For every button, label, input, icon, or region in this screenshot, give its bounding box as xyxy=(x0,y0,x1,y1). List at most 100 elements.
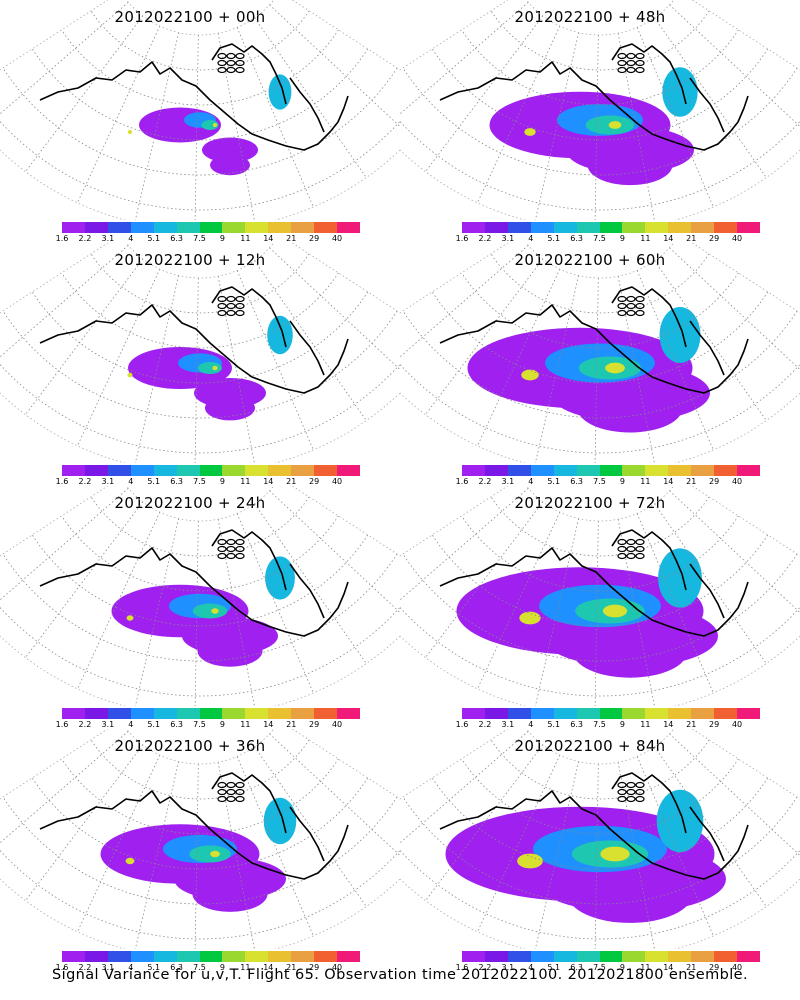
colorbar-swatch xyxy=(599,951,623,962)
colorbar-tick-label: 29 xyxy=(709,234,720,243)
colorbar-tick-label: 1.6 xyxy=(55,963,69,972)
island-outline xyxy=(626,545,636,553)
island-outline xyxy=(235,788,245,796)
coastline xyxy=(611,43,687,105)
island-outline xyxy=(226,52,236,60)
island-outline xyxy=(226,302,236,310)
colorbar-swatch xyxy=(553,465,577,476)
colorbar-tick-label: 29 xyxy=(309,720,320,729)
colorbar-tick-label: 29 xyxy=(309,234,320,243)
longitude-line xyxy=(269,733,400,868)
colorbar-tick-label: 40 xyxy=(331,720,343,729)
colorbar-tick-label: 3.1 xyxy=(501,234,515,243)
island-outline xyxy=(626,66,636,74)
coastline xyxy=(289,563,325,619)
island-outline xyxy=(217,309,227,317)
colorbar-swatch xyxy=(176,222,200,233)
colorbar-swatch xyxy=(530,222,554,233)
island-outline xyxy=(635,545,645,553)
colorbar-tick-label: 7.5 xyxy=(593,477,606,486)
colorbar-swatch xyxy=(268,465,292,476)
colorbar-swatch xyxy=(314,465,338,476)
longitude-line xyxy=(669,490,800,625)
colorbar-swatch xyxy=(245,465,269,476)
map-boundary xyxy=(400,0,800,220)
colorbar-tick-label: 11 xyxy=(240,477,251,486)
colorbar-tick-label: 14 xyxy=(663,963,674,972)
latitude-line xyxy=(90,253,310,314)
longitude-line xyxy=(654,503,767,664)
map-plot xyxy=(400,243,800,463)
longitude-line xyxy=(477,511,561,689)
latitude-line xyxy=(90,739,310,800)
colorbar-tick-label: 21 xyxy=(286,963,297,972)
colorbar-swatch xyxy=(507,465,531,476)
variance-contour xyxy=(211,608,219,614)
island-outline xyxy=(217,795,227,803)
island-outline xyxy=(626,309,636,317)
coastline xyxy=(211,772,287,834)
colorbar-tick-label: 2.2 xyxy=(78,963,92,972)
panel-title: 2012022100 + 00h xyxy=(114,8,266,26)
longitude-line xyxy=(477,268,561,446)
island-outline xyxy=(617,788,627,796)
island-outline xyxy=(235,302,245,310)
colorbar-tick-label: 5.1 xyxy=(147,720,161,729)
colorbar-tick-label: 6.3 xyxy=(570,234,583,243)
colorbar-swatch xyxy=(714,708,738,719)
coastline xyxy=(439,547,749,637)
colorbar xyxy=(62,222,360,233)
island-outline xyxy=(635,66,645,74)
island-outline xyxy=(217,59,227,67)
colorbar-swatch xyxy=(645,708,669,719)
colorbar xyxy=(62,465,360,476)
figure-caption: Signal Variance for u,v,T. Flight 65. Ob… xyxy=(52,967,748,983)
colorbar-ticks: 1.6 2.2 3.1 4 5.1 6.3 7.5 9 11 14 21 29 40 xyxy=(456,963,768,973)
colorbar-swatch xyxy=(268,708,292,719)
island-outline xyxy=(617,295,627,303)
longitude-line xyxy=(236,270,314,451)
latitude-line xyxy=(490,496,710,557)
colorbar-swatch xyxy=(153,951,177,962)
island-outline xyxy=(626,788,636,796)
island-outline xyxy=(235,795,245,803)
longitude-line xyxy=(77,25,161,203)
island-outline xyxy=(617,552,627,560)
map-boundary xyxy=(0,0,400,220)
longitude-line xyxy=(25,501,144,658)
variance-contour xyxy=(662,67,698,117)
colorbar-swatch xyxy=(530,951,554,962)
colorbar-tick-label: 3.1 xyxy=(101,720,115,729)
colorbar-swatch xyxy=(576,222,600,233)
colorbar-swatch xyxy=(84,222,108,233)
colorbar-swatch xyxy=(462,222,485,233)
colorbar-tick-label: 2.2 xyxy=(78,234,92,243)
colorbar-ticks: 1.6 2.2 3.1 4 5.1 6.3 7.5 9 11 14 21 29 40 xyxy=(456,234,768,244)
colorbar xyxy=(62,951,360,962)
colorbar-tick-label: 2.2 xyxy=(478,720,492,729)
colorbar-swatch xyxy=(576,951,600,962)
colorbar-tick-label: 3.1 xyxy=(101,234,115,243)
colorbar-swatch xyxy=(62,222,85,233)
colorbar-swatch xyxy=(337,708,360,719)
variance-contour xyxy=(519,611,541,625)
variance-contour xyxy=(127,129,133,135)
island-outline xyxy=(626,302,636,310)
colorbar-tick-label: 40 xyxy=(331,477,343,486)
colorbar-swatch xyxy=(222,465,246,476)
colorbar-swatch xyxy=(84,465,108,476)
colorbar xyxy=(462,708,760,719)
colorbar xyxy=(462,951,760,962)
colorbar-swatch xyxy=(291,222,315,233)
longitude-line xyxy=(236,513,314,694)
colorbar-swatch xyxy=(222,222,246,233)
colorbar-swatch xyxy=(668,708,692,719)
island-outline xyxy=(226,552,236,560)
panel-title: 2012022100 + 72h xyxy=(514,494,666,512)
colorbar-swatch xyxy=(268,222,292,233)
longitude-line xyxy=(77,511,161,689)
island-outline xyxy=(235,295,245,303)
longitude-line xyxy=(654,260,767,421)
longitude-line xyxy=(534,761,580,949)
longitude-line xyxy=(25,15,144,172)
